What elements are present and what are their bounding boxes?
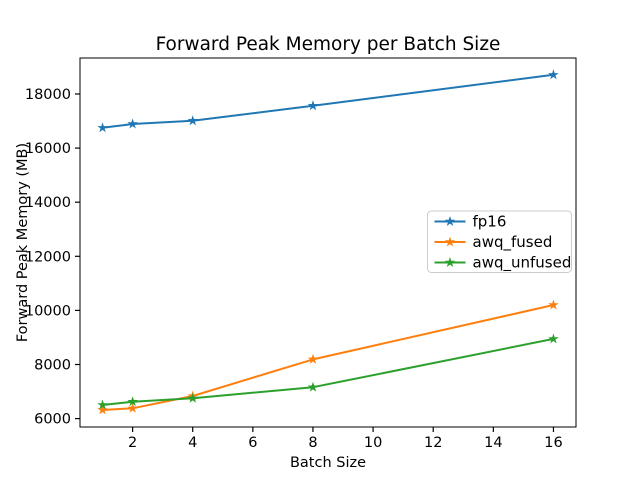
legend-label-awq_fused: awq_fused bbox=[473, 233, 553, 252]
chart-title: Forward Peak Memory per Batch Size bbox=[156, 34, 501, 55]
series-line-awq_unfused bbox=[101, 337, 555, 406]
x-tick-label: 2 bbox=[128, 435, 137, 451]
series-marker-fp16 bbox=[307, 100, 319, 111]
y-tick-label: 10000 bbox=[25, 303, 71, 319]
series-line-fp16 bbox=[101, 73, 555, 129]
legend-box bbox=[427, 210, 572, 273]
plot-area: 2 4 6 8 10 12 14 16 6000 8000 10000 12000 14000 16000… bbox=[25, 57, 577, 451]
legend-marker-fp16 bbox=[444, 216, 456, 226]
series-marker-fp16 bbox=[548, 69, 559, 80]
series-marker-fp16 bbox=[127, 118, 138, 129]
x-tick-label: 12 bbox=[424, 435, 442, 451]
legend-marker-awq_fused bbox=[444, 236, 456, 247]
y-tick-label: 8000 bbox=[34, 358, 71, 374]
series-marker-awq_unfused bbox=[548, 333, 559, 344]
x-tick-label: 8 bbox=[308, 435, 317, 451]
x-tick-label: 4 bbox=[188, 435, 197, 451]
legend-marker-awq_unfused bbox=[444, 257, 456, 267]
legend: fp16 awq_fused awq_unfused bbox=[427, 210, 572, 273]
x-tick-label: 16 bbox=[544, 435, 562, 451]
series-marker-fp16 bbox=[97, 122, 108, 133]
x-tick-label: 10 bbox=[364, 435, 382, 451]
series-marker-awq_fused bbox=[127, 402, 138, 413]
series-marker-fp16 bbox=[187, 115, 198, 126]
series-line-awq_fused bbox=[101, 304, 555, 411]
x-axis-label: Batch Size bbox=[290, 455, 366, 471]
y-tick-label: 18000 bbox=[25, 87, 71, 103]
series-marker-awq_fused bbox=[97, 404, 108, 415]
series-marker-awq_unfused bbox=[127, 396, 138, 407]
x-tick-label: 14 bbox=[484, 435, 502, 451]
series-marker-awq_unfused bbox=[307, 381, 319, 392]
axes-frame bbox=[79, 57, 577, 428]
y-tick-label: 14000 bbox=[25, 195, 71, 211]
series-marker-awq_fused bbox=[548, 299, 559, 310]
y-axis-label: Forward Peak Memory (MB) bbox=[15, 143, 31, 342]
series-marker-awq_fused bbox=[307, 353, 319, 364]
y-tick-label: 12000 bbox=[25, 249, 71, 265]
y-tick-label: 16000 bbox=[25, 141, 71, 157]
series-marker-awq_unfused bbox=[97, 399, 108, 410]
series-marker-awq_unfused bbox=[187, 392, 198, 403]
legend-label-fp16: fp16 bbox=[473, 213, 507, 231]
y-tick-label: 6000 bbox=[34, 412, 71, 428]
legend-label-awq_unfused: awq_unfused bbox=[473, 254, 572, 273]
x-tick-label: 6 bbox=[248, 435, 257, 451]
